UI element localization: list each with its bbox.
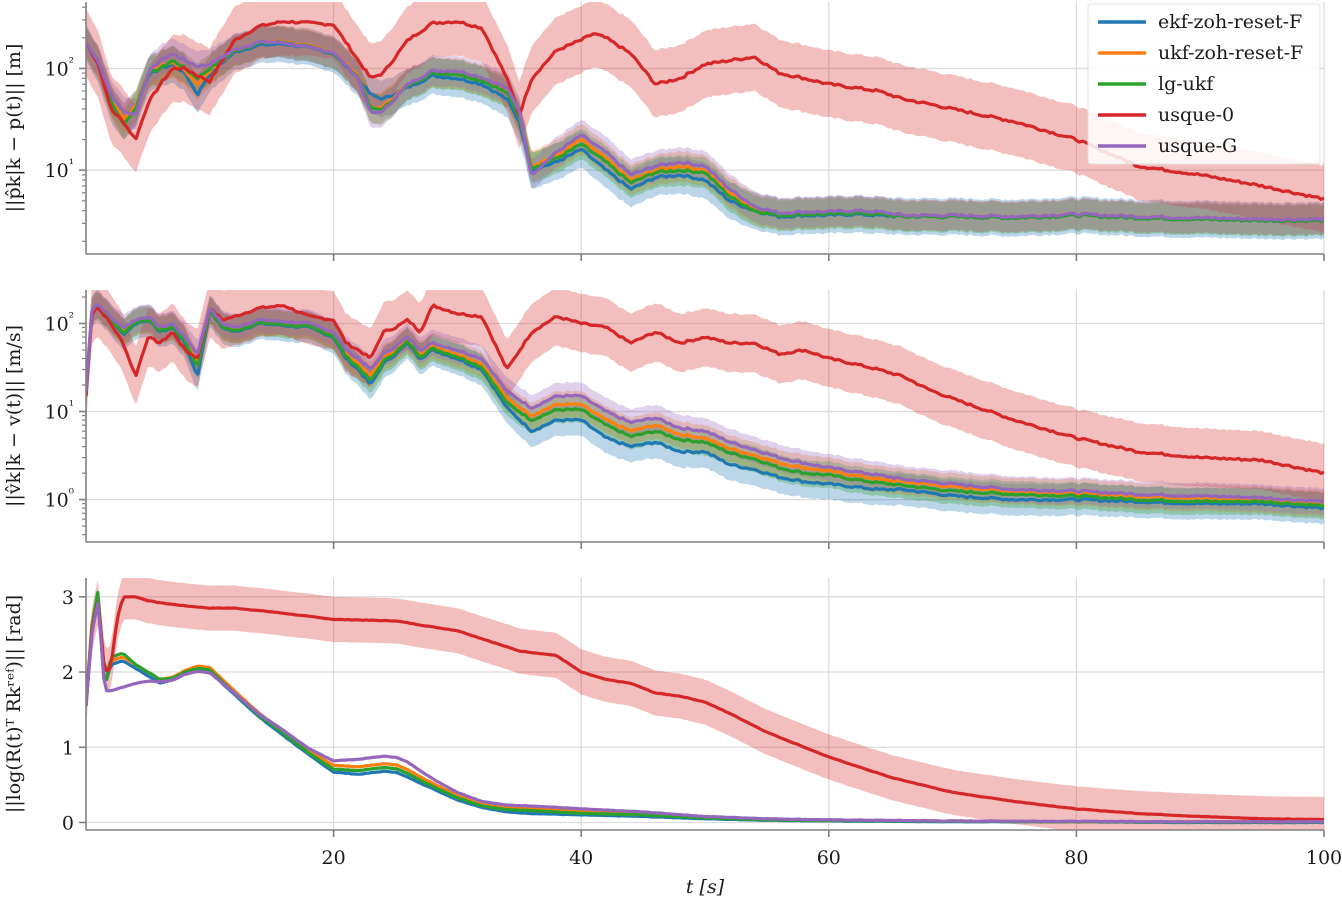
line-usque-G [86, 601, 1324, 824]
x-tick-label: 60 [817, 847, 841, 869]
band-lg-ukf [86, 26, 1324, 238]
y-axis-label: ||log(R(t)ᵀ Rkʳᵉᶠ)|| [rad] [3, 595, 25, 813]
y-tick-label: 10² [45, 310, 74, 335]
legend-label: ukf-zoh-reset-F [1158, 42, 1303, 64]
band-ekf-zoh-reset-F [86, 24, 1324, 241]
legend-label: usque-G [1158, 135, 1237, 157]
line-usque-0 [86, 595, 1324, 822]
band-usque-G [86, 25, 1324, 236]
legend-label: usque-0 [1158, 104, 1234, 126]
x-tick-label: 100 [1306, 847, 1342, 869]
legend-label: lg-ukf [1158, 73, 1215, 95]
x-tick-label: 40 [569, 847, 593, 869]
y-tick-label: 2 [62, 662, 74, 684]
line-usque-G [86, 303, 1324, 504]
plot-area [86, 290, 1324, 525]
y-axis-label: ||v̂k|k − v(t)|| [m/s] [3, 325, 25, 507]
x-axis-label: t [s] [686, 876, 725, 898]
line-lg-ukf [86, 304, 1324, 509]
y-tick-label: 3 [62, 587, 74, 609]
band-usque-0 [86, 578, 1324, 830]
subplot-1: 10¹ 10² ||p̂k|k − p(t)|| [m] ekf-zoh-reset-… [3, 2, 1325, 261]
y-tick-label: 1 [62, 737, 74, 759]
y-tick-label: 0 [62, 812, 74, 834]
y-axis-label: ||p̂k|k − p(t)|| [m] [3, 44, 25, 213]
y-tick-label: 10¹ [45, 399, 74, 424]
y-tick-label: 10¹ [45, 157, 74, 182]
band-ukf-zoh-reset-F [86, 25, 1324, 236]
x-tick-label: 80 [1064, 847, 1088, 869]
subplot-2: 10⁰ 10¹ 10² ||v̂k|k − v(t)|| [m/s] [3, 290, 1325, 549]
y-tick-label: 10⁰ [45, 487, 74, 512]
subplot-3: 20 40 60 80 100 0 1 2 3 ||log(R(t)ᵀ Rkʳᵉᶠ)|| [rad… [3, 578, 1342, 898]
line-usque-G [86, 39, 1324, 222]
y-tick-label: 10² [45, 55, 74, 80]
x-tick-label: 20 [322, 847, 346, 869]
line-usque-0 [86, 303, 1324, 475]
legend: ekf-zoh-reset-F ukf-zoh-reset-F lg-ukf usqu… [1087, 3, 1321, 165]
legend-label: ekf-zoh-reset-F [1158, 11, 1302, 33]
band-usque-0 [86, 290, 1324, 503]
plot-area [86, 578, 1324, 830]
legend-box [1087, 3, 1321, 165]
